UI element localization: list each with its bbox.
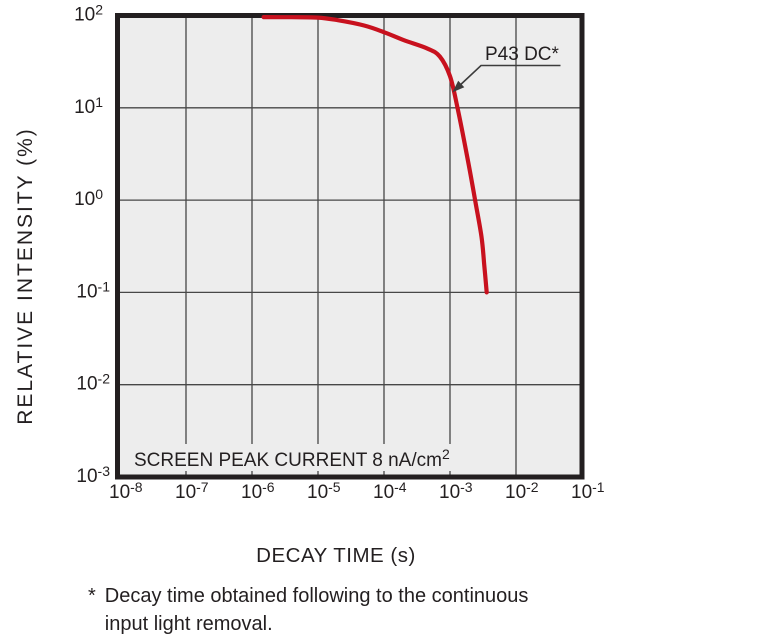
x-tick-label: 10-3 — [439, 479, 473, 503]
x-tick-label: 10-8 — [109, 479, 143, 503]
x-tick-label: 10-6 — [241, 479, 275, 503]
x-tick-label: 10-2 — [505, 479, 539, 503]
y-tick-label: 102 — [74, 2, 103, 26]
x-tick-label: 10-4 — [373, 479, 407, 503]
annotation-text: SCREEN PEAK CURRENT 8 nA/cm2 — [134, 446, 450, 471]
callout-arrowhead-icon — [452, 80, 465, 93]
x-tick-labels: 10-8 10-7 10-6 10-5 10-4 10-3 10-2 10-1 — [109, 479, 605, 503]
y-tick-label: 10-1 — [76, 278, 110, 302]
footnote-text: Decay time obtained following to the con… — [104, 585, 529, 635]
x-tick-label: 10-7 — [175, 479, 209, 503]
screen-peak-current-annotation: SCREEN PEAK CURRENT 8 nA/cm2 — [127, 444, 459, 471]
y-tick-label: 10-3 — [76, 463, 110, 487]
callout: P43 DC* — [452, 44, 561, 93]
gridlines — [120, 18, 580, 475]
y-tick-label: 101 — [74, 94, 103, 118]
x-tick-label: 10-5 — [307, 479, 341, 503]
footnote-asterisk: * — [88, 585, 96, 607]
callout-label: P43 DC* — [485, 44, 560, 65]
y-axis-title: RELATIVE INTENSITY (%) — [14, 127, 37, 425]
plot-area — [115, 13, 585, 480]
footnote: * Decay time obtained following to the c… — [88, 583, 570, 638]
y-tick-label: 10-2 — [76, 371, 110, 395]
y-tick-label: 100 — [74, 186, 103, 210]
callout-leader-line — [456, 64, 561, 89]
decay-curve — [261, 15, 489, 295]
annotation-mask — [127, 444, 459, 471]
x-axis-title: DECAY TIME (s) — [256, 544, 416, 567]
y-tick-labels: 102 101 100 10-1 10-2 10-3 — [74, 2, 110, 488]
x-tick-label: 10-1 — [571, 479, 605, 503]
